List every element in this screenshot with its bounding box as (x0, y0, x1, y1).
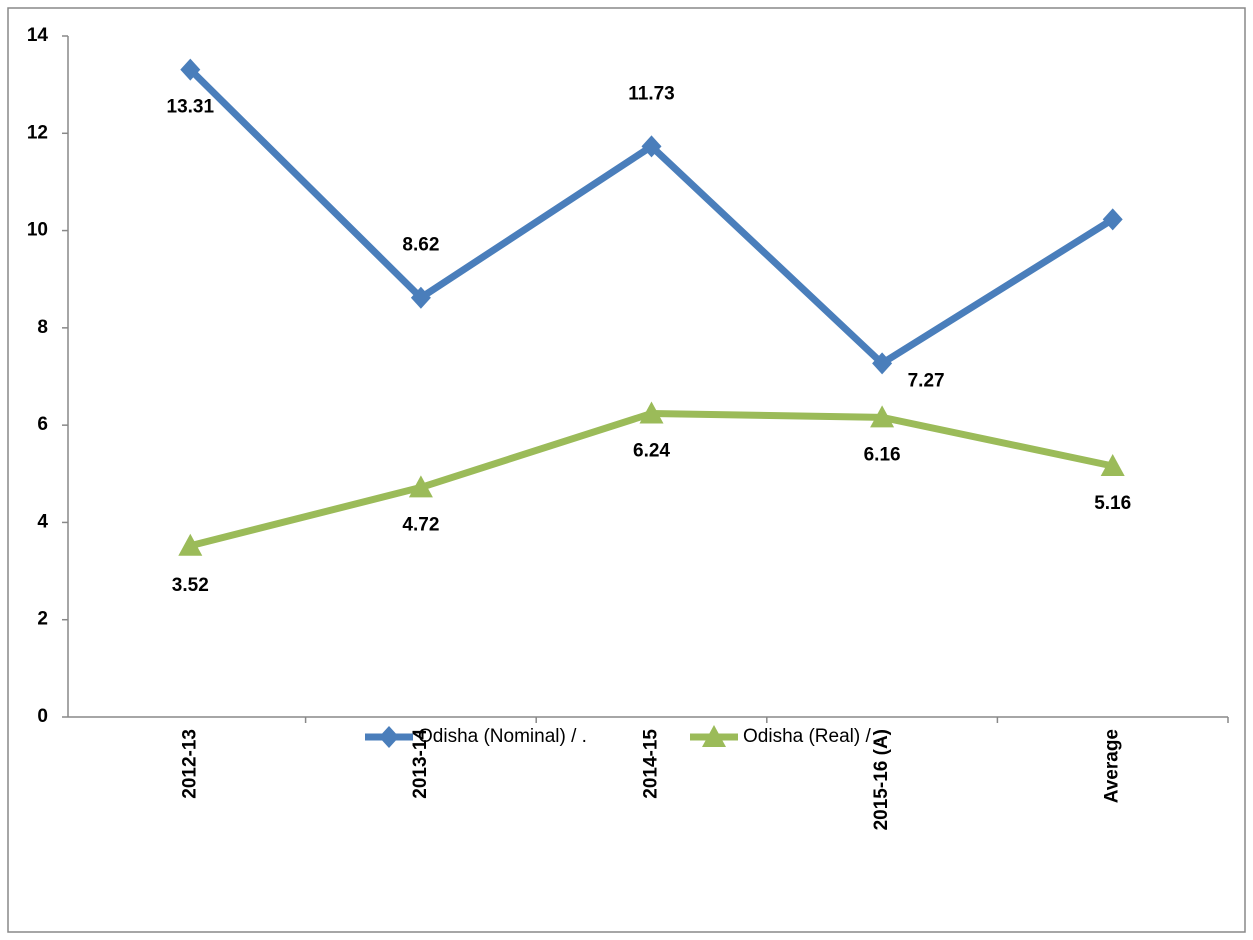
point (639, 401, 664, 424)
legend-label: Odisha (Nominal) / . (418, 726, 587, 747)
data-label: 6.16 (864, 444, 901, 465)
x-tick-label: Average (1102, 729, 1123, 803)
x-tick-label: 2014-15 (641, 729, 662, 799)
chart-frame (7, 7, 1246, 933)
data-label: 8.62 (402, 235, 439, 256)
point (641, 135, 662, 158)
point (702, 725, 726, 747)
y-tick-label: 6 (37, 414, 48, 435)
point (870, 405, 895, 428)
x-tick-label: 2013-14 (410, 729, 431, 799)
data-label: 5.16 (1094, 493, 1131, 514)
point (1100, 454, 1125, 477)
data-label: 3.52 (172, 575, 209, 596)
series-line (187, 67, 1115, 367)
series-line (189, 409, 1114, 550)
y-tick-label: 12 (27, 122, 48, 143)
y-tick-label: 4 (37, 511, 48, 532)
y-tick-label: 2 (37, 609, 48, 630)
x-tick-label: 2012-13 (179, 729, 200, 799)
y-tick-label: 14 (27, 25, 49, 46)
point (379, 726, 399, 748)
y-tick-label: 0 (37, 706, 48, 727)
data-label: 4.72 (402, 514, 439, 535)
data-label: 6.24 (633, 440, 670, 461)
point (408, 475, 433, 498)
data-label: 11.73 (628, 83, 675, 104)
point (178, 533, 203, 556)
point (180, 58, 201, 81)
point (410, 286, 431, 309)
data-label: 7.27 (908, 370, 945, 391)
legend-label: Odisha (Real) / . (743, 726, 881, 747)
point (872, 352, 893, 375)
y-tick-label: 10 (27, 220, 48, 241)
point (1102, 208, 1123, 231)
x-tick-label: 2015-16 (A) (871, 729, 892, 830)
data-label: 13.31 (167, 97, 215, 118)
y-tick-label: 8 (37, 317, 48, 338)
